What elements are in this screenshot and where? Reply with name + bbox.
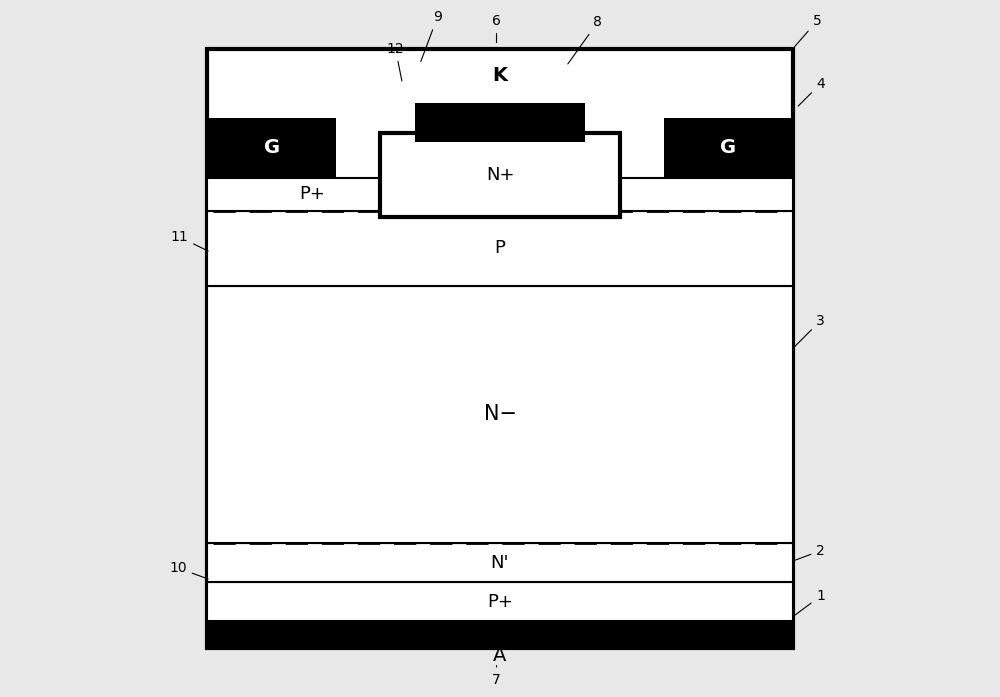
Text: 12: 12	[387, 42, 404, 81]
Text: P+: P+	[300, 185, 326, 203]
Bar	[664, 118, 793, 178]
Text: G: G	[720, 138, 736, 158]
Bar	[207, 118, 336, 178]
Bar	[207, 210, 793, 286]
Bar	[207, 178, 793, 210]
Bar	[207, 286, 793, 544]
Bar	[415, 102, 585, 141]
Text: G: G	[264, 138, 280, 158]
Text: 7: 7	[492, 666, 501, 687]
Text: 10: 10	[169, 561, 208, 579]
Text: N': N'	[491, 554, 509, 572]
Bar	[207, 49, 793, 648]
Text: 5: 5	[795, 14, 822, 47]
Text: 1: 1	[795, 589, 825, 615]
Text: 8: 8	[568, 15, 602, 64]
Text: 4: 4	[798, 77, 825, 106]
Bar	[207, 582, 793, 621]
Text: A: A	[493, 646, 507, 665]
FancyBboxPatch shape	[380, 132, 620, 217]
Text: K: K	[492, 66, 508, 85]
Text: 9: 9	[421, 10, 442, 61]
Text: 3: 3	[795, 314, 825, 346]
Bar	[207, 621, 793, 648]
Text: P: P	[495, 239, 505, 257]
Text: 11: 11	[171, 230, 208, 251]
Bar	[207, 544, 793, 582]
Text: P+: P+	[487, 592, 513, 611]
Text: 2: 2	[795, 544, 825, 560]
Text: N−: N−	[484, 404, 516, 424]
Text: 6: 6	[492, 14, 501, 43]
Text: N+: N+	[486, 166, 514, 184]
